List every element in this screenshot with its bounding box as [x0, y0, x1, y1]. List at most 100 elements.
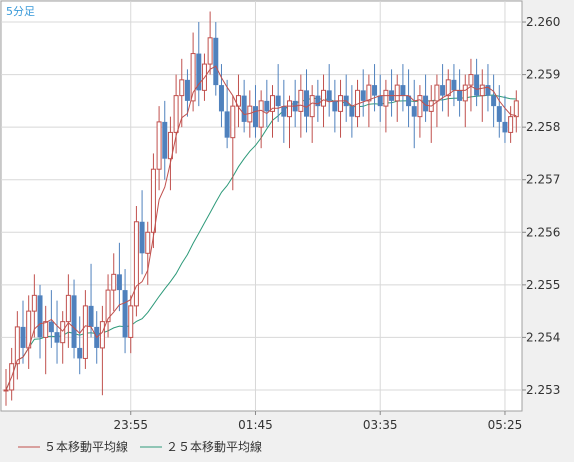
- candle-body: [122, 290, 128, 338]
- candle-body: [82, 305, 88, 359]
- candle-body: [105, 289, 111, 323]
- candle-body: [377, 95, 383, 107]
- y-tick-label: 2.253: [526, 383, 560, 397]
- candle-body: [338, 95, 344, 112]
- candle-body: [417, 95, 423, 118]
- candle-body: [468, 74, 474, 86]
- legend-label: ５本移動平均線: [44, 439, 128, 454]
- y-tick-label: 2.258: [526, 120, 560, 134]
- candle-body: [434, 84, 440, 102]
- candle-body: [513, 100, 519, 118]
- candle-body: [65, 294, 71, 323]
- candle-body: [321, 89, 327, 107]
- candle-body: [287, 100, 292, 118]
- candle-body: [332, 100, 338, 112]
- candle-body: [179, 79, 185, 97]
- candle-body: [71, 295, 77, 348]
- candle-body: [304, 90, 310, 117]
- y-tick-label: 2.256: [526, 225, 560, 239]
- candle-body: [479, 84, 485, 97]
- candle-body: [485, 85, 491, 96]
- candle-body: [218, 85, 224, 112]
- candle-body: [128, 305, 134, 338]
- candle-body: [43, 321, 49, 338]
- candle-body: [298, 89, 304, 112]
- candle-body: [400, 85, 406, 96]
- candle-body: [309, 95, 315, 118]
- candle-body: [496, 106, 502, 122]
- legend: ５本移動平均線 ２５本移動平均線: [18, 439, 262, 454]
- candle-body: [224, 111, 230, 138]
- candle-body: [196, 53, 202, 91]
- candle-body: [156, 121, 162, 170]
- x-axis: 23:55 01:45 03:35 05:25: [113, 411, 522, 432]
- candle-body: [99, 321, 105, 349]
- candle-body: [139, 221, 145, 254]
- candle-body: [394, 84, 400, 102]
- candle-body: [213, 37, 219, 86]
- candle-body: [20, 326, 26, 348]
- y-tick-label: 2.257: [526, 173, 560, 187]
- candle-body: [77, 347, 83, 359]
- candle-body: [406, 95, 412, 107]
- candle-body: [462, 84, 468, 102]
- candle-body: [491, 95, 497, 107]
- candle-body: [190, 53, 196, 102]
- period-label: 5分足: [6, 5, 35, 18]
- candle-body: [275, 95, 281, 107]
- candle-body: [167, 131, 173, 160]
- candle-body: [184, 79, 190, 101]
- candle-body: [60, 321, 66, 344]
- candle-body: [349, 106, 355, 117]
- y-axis: 2.260 2.259 2.258 2.257 2.256 2.255 2.254 2.253: [522, 15, 560, 397]
- candle-body: [207, 37, 213, 65]
- candle-body: [230, 105, 236, 139]
- x-tick-label: 23:55: [113, 418, 148, 432]
- candle-body: [173, 95, 179, 133]
- x-tick-label: 01:45: [238, 418, 273, 432]
- candle-body: [502, 121, 508, 133]
- candle-body: [3, 389, 9, 392]
- candle-body: [315, 95, 321, 107]
- candle-body: [366, 84, 372, 102]
- candle-body: [116, 274, 122, 291]
- candle-body: [252, 106, 258, 128]
- candle-body: [133, 221, 139, 307]
- candle-body: [264, 100, 270, 112]
- x-tick-label: 03:35: [363, 418, 398, 432]
- x-tick-label: 05:25: [488, 418, 523, 432]
- y-tick-label: 2.254: [526, 330, 560, 344]
- candle-body: [162, 121, 168, 159]
- candle-body: [269, 95, 275, 112]
- candle-body: [37, 295, 43, 338]
- candle-body: [411, 106, 417, 117]
- candle-body: [360, 90, 366, 101]
- candle-body: [457, 90, 463, 101]
- candle-body: [383, 89, 389, 107]
- candle-body: [451, 79, 457, 91]
- candle-body: [258, 100, 264, 128]
- candle-body: [14, 326, 20, 365]
- candle-body: [88, 305, 94, 327]
- candle-body: [150, 168, 156, 233]
- candle-body: [372, 85, 378, 96]
- candle-body: [145, 231, 151, 254]
- candle-body: [281, 106, 287, 117]
- y-tick-label: 2.260: [526, 15, 560, 29]
- candle-body: [31, 294, 37, 312]
- candle-body: [241, 95, 247, 122]
- candle-body: [54, 332, 60, 343]
- candles-group: [3, 11, 519, 406]
- ma5-group: [5, 65, 517, 391]
- candle-body: [474, 74, 480, 96]
- y-tick-label: 2.259: [526, 68, 560, 82]
- candle-body: [326, 90, 332, 101]
- candle-body: [445, 79, 451, 97]
- y-tick-label: 2.255: [526, 278, 560, 292]
- ma5-line: [5, 65, 517, 391]
- candle-body: [440, 85, 446, 96]
- candle-body: [48, 321, 54, 333]
- legend-label: ２５本移動平均線: [166, 439, 262, 454]
- candle-body: [111, 273, 117, 291]
